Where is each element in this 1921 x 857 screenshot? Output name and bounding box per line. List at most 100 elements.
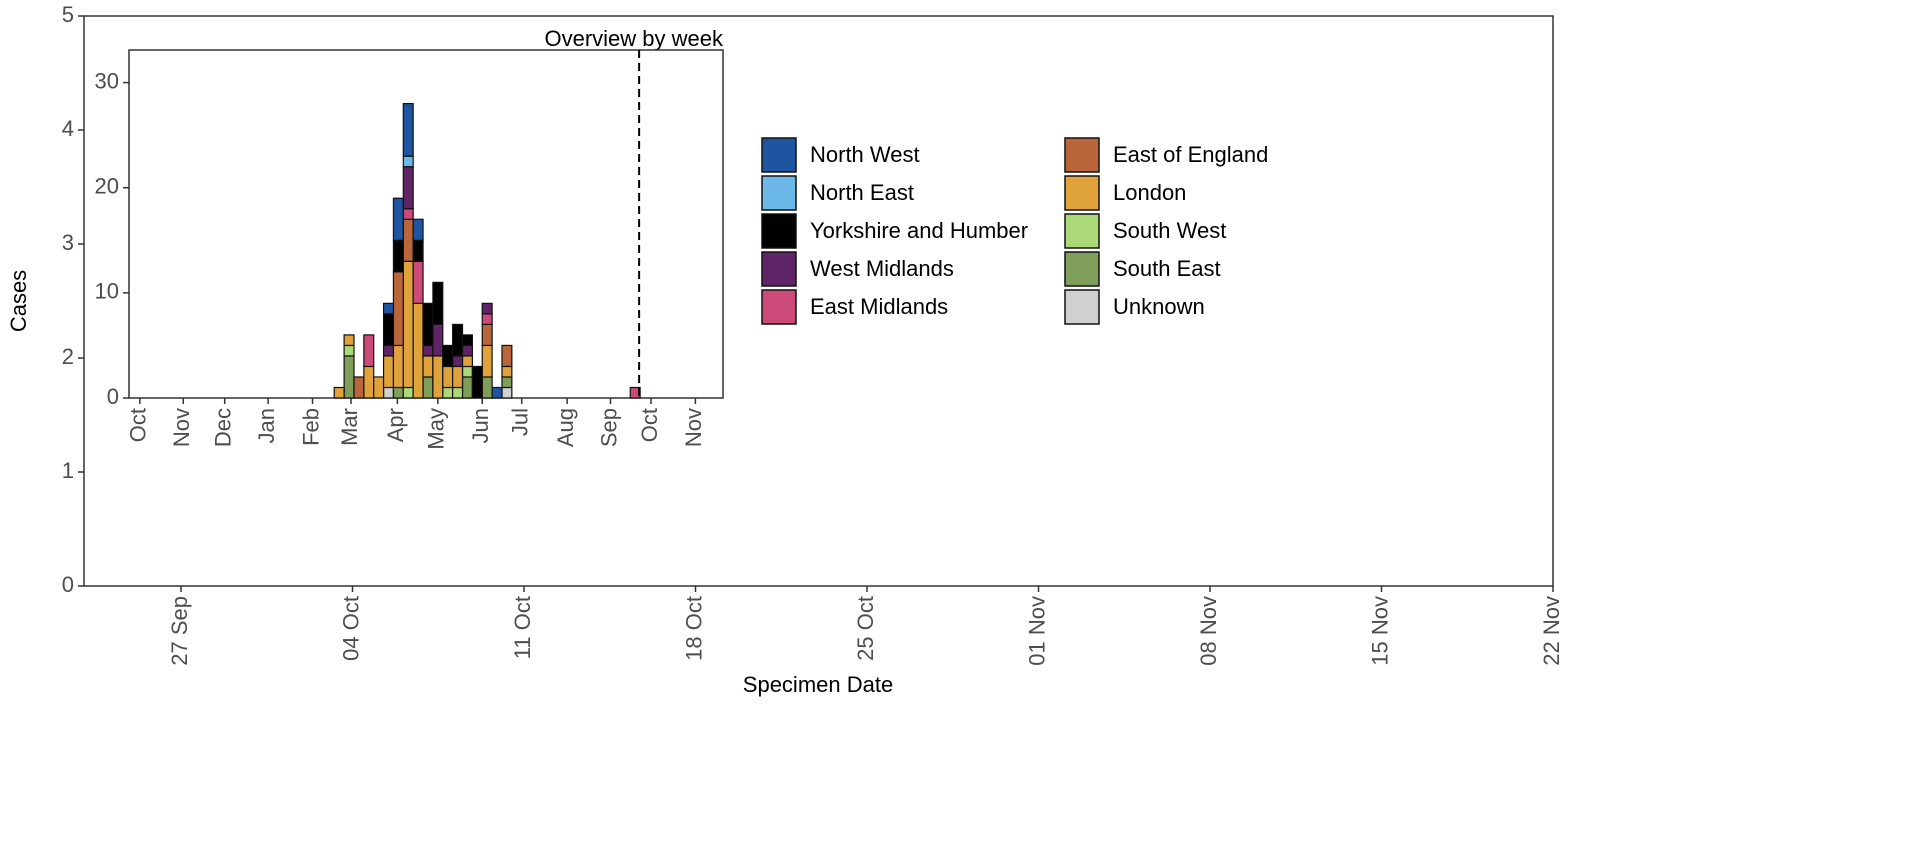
x-tick-label: 15 Nov [1367, 596, 1392, 666]
bar-segment [461, 376, 473, 399]
bar-segment [392, 344, 404, 389]
x-tick-label: 27 Sep [167, 596, 192, 666]
bar-segment [412, 260, 424, 304]
plot-frame [83, 15, 1554, 587]
bar-segment [452, 365, 464, 389]
x-tick-label: Jan [254, 408, 279, 443]
y-axis-label: Cases [6, 270, 31, 332]
bar-segment [432, 281, 444, 326]
x-tick-label: May [424, 408, 449, 450]
bar-segment [452, 323, 464, 357]
bar-segment [402, 260, 414, 389]
bar-segment [452, 355, 464, 368]
legend-label: North East [810, 180, 914, 205]
bar-segment [402, 103, 414, 157]
bar-segment [481, 376, 493, 399]
bar-segment [363, 365, 375, 399]
x-tick-label: Mar [337, 408, 362, 446]
bar-segment [481, 344, 493, 378]
bar-segment [432, 355, 444, 399]
legend-label: East Midlands [810, 294, 948, 319]
legend-label: North West [810, 142, 920, 167]
legend-swatch [1064, 137, 1100, 173]
bar-segment [452, 386, 464, 399]
bar-segment [412, 302, 424, 399]
y-tick-label: 2 [62, 344, 74, 369]
x-tick-label: 25 Oct [853, 596, 878, 661]
bar-segment [501, 386, 513, 399]
bar-segment [343, 344, 355, 357]
bar-segment [412, 239, 424, 262]
y-tick-label: 0 [62, 572, 74, 597]
legend-swatch [761, 289, 797, 325]
x-tick-label: 18 Oct [681, 596, 706, 661]
legend-label: South West [1113, 218, 1226, 243]
bar-segment [422, 376, 434, 399]
x-tick-label: Nov [169, 408, 194, 447]
bar-segment [373, 376, 385, 399]
bar-segment [491, 386, 503, 399]
bar-segment [402, 155, 414, 168]
bar-segment [392, 239, 404, 273]
bar-segment [412, 218, 424, 241]
bar-segment [402, 218, 414, 262]
x-axis-label: Specimen Date [743, 672, 893, 697]
x-tick-label: Aug [553, 408, 578, 447]
x-tick-label: Nov [681, 408, 706, 447]
y-tick-label: 20 [95, 174, 119, 199]
bar-segment [343, 334, 355, 347]
bar-segment [442, 344, 454, 368]
x-tick-label: Oct [637, 408, 662, 442]
x-tick-label: Jul [508, 408, 533, 436]
bar-segment [402, 386, 414, 399]
x-tick-label: Feb [298, 408, 323, 446]
legend-label: East of England [1113, 142, 1268, 167]
bar-segment [442, 365, 454, 389]
legend-label: West Midlands [810, 256, 954, 281]
legend-swatch [761, 175, 797, 211]
legend-swatch [761, 137, 797, 173]
y-tick-label: 5 [62, 2, 74, 27]
x-tick-label: 04 Oct [338, 596, 363, 661]
x-tick-label: Sep [596, 408, 621, 447]
legend-swatch [1064, 213, 1100, 249]
bar-segment [392, 386, 404, 399]
x-tick-label: Oct [126, 408, 151, 442]
legend-swatch [1064, 289, 1100, 325]
bar-segment [481, 313, 493, 326]
y-tick-label: 30 [95, 68, 119, 93]
legend-label: London [1113, 180, 1186, 205]
bar-segment [461, 344, 473, 357]
bar-segment [382, 313, 395, 347]
bar-segment [333, 386, 345, 399]
bar-segment [481, 323, 493, 347]
x-tick-label: Jun [468, 408, 493, 443]
bar-segment [501, 365, 513, 378]
bar-segment [461, 334, 473, 347]
legend-label: Unknown [1113, 294, 1205, 319]
bar-segment [501, 376, 513, 389]
x-tick-label: 01 Nov [1024, 596, 1049, 666]
bar-segment [501, 344, 513, 368]
bar-segment [382, 302, 395, 315]
bar-segment [442, 386, 454, 399]
bar-segment [471, 365, 483, 399]
legend-swatch [1064, 251, 1100, 287]
bar-segment [382, 386, 395, 399]
bar-segment [363, 334, 375, 368]
y-tick-label: 3 [62, 230, 74, 255]
bar-segment [461, 365, 473, 378]
legend-swatch [761, 251, 797, 287]
bar-segment [392, 271, 404, 347]
y-tick-label: 10 [95, 279, 119, 304]
bar-segment [422, 302, 434, 347]
bar-segment [461, 355, 473, 368]
x-tick-label: 11 Oct [510, 596, 535, 659]
bar-segment [353, 376, 365, 399]
x-tick-label: 22 Nov [1539, 596, 1564, 666]
bar-segment [382, 355, 395, 389]
bar-segment [481, 302, 493, 315]
inset-title: Overview by week [544, 26, 724, 51]
bar-segment [422, 355, 434, 378]
